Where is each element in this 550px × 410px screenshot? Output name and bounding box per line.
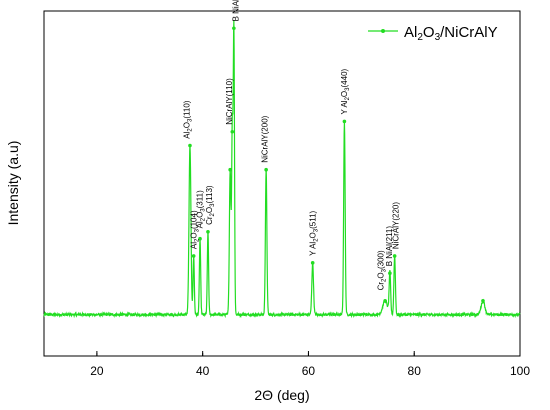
x-tick-label: 60: [302, 364, 316, 378]
peak-label: Al2O3(311): [196, 190, 207, 228]
x-tick-label: 80: [408, 364, 422, 378]
legend-marker: [381, 29, 385, 33]
peak-annotations: Al2O3(110) Al2O3(104)Al2O3(311)Cr2O3(113)…: [182, 0, 400, 290]
peak-point: [388, 271, 392, 276]
peak-label: NiCrAlY(200): [261, 115, 270, 162]
peak-point: [232, 26, 236, 31]
peak-point: [342, 119, 347, 124]
y-axis-label: Intensity (a.u): [5, 141, 21, 226]
peak-label: NiCrAlY(110): [225, 78, 234, 125]
x-axis-ticks: 20 40 60 80 100: [90, 351, 530, 378]
peak-label: Al2O3(104): [189, 210, 200, 249]
legend: Al2O3/NiCrAlY: [368, 24, 498, 43]
x-tick-label: 20: [90, 364, 104, 378]
x-axis-label: 2Θ (deg): [254, 387, 309, 403]
peak-label: NiCrAlY(220): [391, 202, 400, 249]
peak-point: [198, 236, 202, 241]
peak-point: [228, 167, 232, 172]
peak-label: Cr2O3(300): [377, 250, 388, 290]
x-tick-label: 40: [196, 364, 210, 378]
peak-label: Y Al2O3(440): [340, 68, 351, 114]
peak-point: [481, 299, 485, 303]
peak-label: Y Al2O3(511): [308, 210, 319, 255]
legend-label: Al2O3/NiCrAlY: [404, 24, 498, 43]
peak-label: B NiAl(110): [232, 0, 241, 21]
peak-point: [264, 167, 268, 172]
peak-label: Al2O3(110): [182, 100, 193, 138]
peak-label: Cr2O3(113): [205, 185, 216, 225]
peak-point: [310, 261, 315, 265]
peak-point: [191, 254, 196, 258]
plot-frame: [43, 10, 521, 357]
peak-point: [383, 299, 387, 303]
peak-point: [188, 143, 192, 148]
peak-point: [206, 230, 210, 234]
peak-label: B NiAl(211): [385, 226, 394, 267]
x-tick-label: 100: [510, 364, 530, 378]
peak-point: [392, 254, 397, 258]
series-line: [43, 20, 521, 319]
series-layer: [43, 20, 521, 319]
peak-point: [230, 129, 235, 134]
